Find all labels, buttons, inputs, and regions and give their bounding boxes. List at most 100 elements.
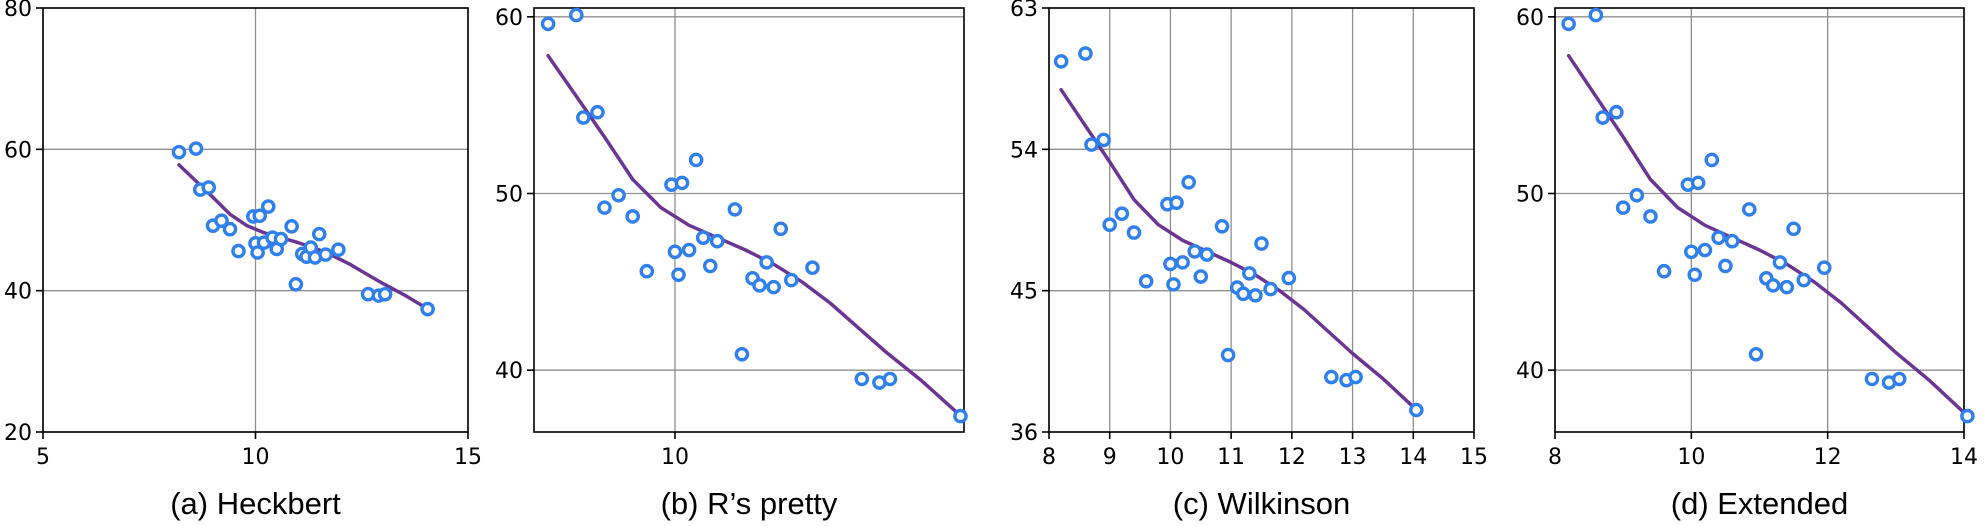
data-point [688, 152, 704, 168]
data-point [1166, 277, 1181, 292]
data-point [1704, 152, 1720, 168]
data-point [1248, 288, 1263, 303]
panel-2: 10 40 50 60 (b) R’s pretty [495, 6, 968, 521]
data-point [1816, 260, 1832, 276]
data-point [171, 144, 187, 160]
data-point [1588, 7, 1604, 23]
y-tick-label: 60 [495, 6, 523, 31]
data-point [674, 175, 690, 191]
data-point [1114, 206, 1130, 222]
data-point [667, 244, 683, 260]
data-point [284, 219, 299, 234]
data-point [597, 200, 612, 215]
data-point [250, 245, 265, 260]
data-point [727, 202, 743, 217]
x-tick-label: 10 [242, 445, 270, 470]
data-point [201, 180, 217, 195]
y-tick-label: 40 [4, 280, 32, 305]
y-tick-label: 80 [4, 0, 32, 22]
y-tick-label: 60 [4, 138, 32, 163]
data-point [1254, 236, 1269, 251]
trend-line [1059, 87, 1416, 409]
data-point [953, 408, 968, 424]
data-point [576, 110, 591, 125]
data-point [1096, 132, 1111, 148]
panel-caption: (d) Extended [1671, 486, 1849, 521]
x-tick-label: 5 [36, 445, 50, 470]
data-point [1765, 278, 1781, 293]
data-point [311, 226, 327, 242]
data-point [639, 263, 655, 279]
data-point [260, 199, 276, 214]
y-tick-label: 50 [495, 183, 523, 208]
panel-1: 5 10 15 20 40 60 80 (a) Heckbert [4, 0, 482, 521]
data-point [1181, 175, 1196, 190]
trend-line [177, 163, 428, 310]
y-tick-label: 45 [1010, 280, 1038, 305]
data-point [625, 209, 640, 224]
data-point [854, 371, 870, 387]
y-tick-label: 63 [1010, 0, 1038, 22]
data-point [1741, 202, 1757, 217]
data-point [273, 231, 289, 247]
data-point [1718, 258, 1733, 274]
data-point [766, 279, 781, 295]
data-point [222, 221, 238, 237]
data-point [805, 260, 820, 276]
data-point [1220, 347, 1236, 363]
plot-frame [533, 7, 965, 433]
data-point [1199, 247, 1215, 262]
y-tick-label: 40 [495, 359, 523, 384]
data-point [420, 301, 435, 317]
x-tick-label: 14 [1950, 445, 1978, 470]
data-point [318, 247, 333, 262]
data-point [1643, 209, 1658, 224]
panel-3: 8 9 10 11 12 13 14 15 36 45 54 63 (c) Wilkinson [1010, 0, 1488, 521]
x-tick-label: 9 [1103, 445, 1117, 470]
data-point [1891, 371, 1907, 387]
data-point [759, 255, 774, 270]
data-point [1724, 233, 1740, 249]
data-point [1175, 255, 1190, 270]
panel-caption: (c) Wilkinson [1173, 486, 1350, 521]
data-point [1772, 255, 1788, 270]
data-point [773, 221, 789, 237]
trend-line [1566, 53, 1966, 415]
trend-line [546, 53, 959, 415]
data-point [1409, 402, 1424, 418]
data-point [1609, 104, 1624, 120]
y-tick-label: 50 [1516, 183, 1544, 208]
data-point [695, 230, 711, 245]
data-point [1697, 242, 1713, 258]
data-point [1684, 244, 1699, 260]
data-point [377, 286, 393, 302]
data-point [709, 233, 725, 249]
data-point [1214, 218, 1230, 234]
data-point [1561, 16, 1576, 32]
x-tick-label: 14 [1399, 445, 1427, 470]
x-tick-label: 8 [1042, 445, 1056, 470]
data-point [1656, 263, 1672, 279]
x-tick-label: 15 [454, 445, 482, 470]
data-point [231, 243, 246, 259]
data-point [882, 371, 898, 387]
data-point [252, 208, 268, 224]
x-tick-label: 10 [1677, 445, 1705, 470]
data-point [1078, 46, 1093, 61]
data-point [1711, 230, 1726, 245]
x-tick-label: 13 [1339, 445, 1367, 470]
y-tick-label: 60 [1516, 6, 1544, 31]
x-tick-label: 12 [1814, 445, 1842, 470]
plot-frame [1554, 7, 1965, 433]
data-point [1629, 187, 1645, 203]
data-point [1690, 175, 1706, 191]
data-point [671, 267, 686, 283]
data-point [590, 104, 605, 120]
data-point [188, 141, 204, 156]
data-point [288, 277, 304, 292]
data-point [783, 272, 799, 288]
data-point [1242, 266, 1257, 281]
data-point [1779, 279, 1795, 295]
panel-caption: (b) R’s pretty [661, 486, 838, 521]
